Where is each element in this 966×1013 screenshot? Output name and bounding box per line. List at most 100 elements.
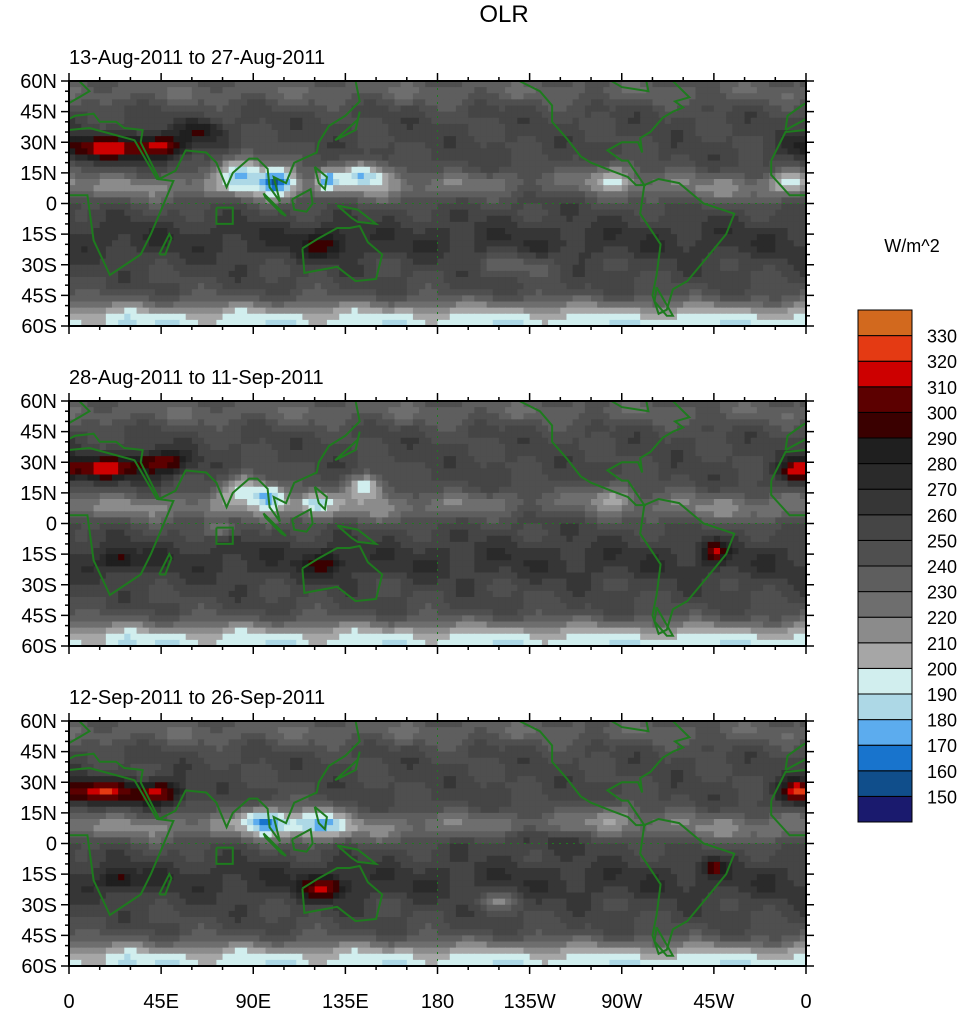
olr-cell [87, 258, 95, 266]
olr-cell [713, 93, 721, 100]
olr-cell [210, 313, 217, 321]
olr-cell [326, 277, 334, 284]
olr-cell [664, 228, 672, 235]
olr-cell [124, 87, 132, 94]
olr-cell [560, 228, 568, 235]
olr-cell [87, 179, 95, 186]
olr-cell [517, 93, 525, 100]
olr-cell [136, 215, 144, 223]
olr-cell [554, 81, 561, 88]
olr-cell [228, 81, 236, 88]
olr-cell [683, 289, 690, 296]
olr-cell [105, 401, 113, 408]
olr-cell [277, 136, 285, 143]
olr-cell [222, 228, 230, 235]
olr-cell [185, 142, 193, 149]
olr-cell [351, 172, 359, 180]
olr-cell [486, 228, 494, 235]
olr-cell [222, 319, 230, 326]
olr-cell [437, 179, 445, 186]
olr-cell [253, 197, 260, 205]
olr-cell [498, 197, 506, 205]
olr-cell [431, 295, 439, 303]
olr-cell [400, 111, 408, 119]
olr-cell [216, 179, 224, 186]
olr-cell [664, 313, 672, 321]
olr-cell [529, 258, 537, 266]
olr-cell [290, 191, 297, 198]
olr-cell [670, 307, 678, 315]
olr-cell [431, 197, 439, 205]
olr-cell [603, 81, 611, 88]
olr-cell [136, 401, 144, 408]
olr-cell [136, 221, 144, 229]
olr-cell [492, 215, 500, 223]
olr-cell [683, 258, 690, 266]
olr-cell [621, 264, 629, 272]
olr-cell [351, 209, 359, 217]
olr-cell [468, 197, 475, 205]
olr-cell [511, 307, 518, 315]
olr-cell [548, 197, 555, 205]
olr-cell [326, 270, 334, 278]
olr-cell [363, 142, 371, 149]
olr-cell [627, 81, 635, 88]
olr-cell [474, 401, 482, 408]
olr-cell [382, 142, 389, 149]
olr-cell [228, 277, 236, 284]
olr-cell [357, 221, 365, 229]
olr-cell [105, 283, 113, 290]
olr-cell [118, 270, 125, 278]
olr-cell [216, 215, 224, 223]
olr-cell [333, 148, 340, 156]
olr-cell [646, 123, 654, 131]
olr-cell [535, 228, 543, 235]
coastline [69, 126, 175, 277]
olr-cell [664, 130, 672, 137]
olr-cell [554, 264, 561, 272]
olr-cell [670, 197, 678, 205]
olr-cell [154, 295, 162, 303]
olr-cell [179, 142, 187, 149]
olr-cell [597, 191, 604, 198]
olr-cell [720, 191, 727, 198]
olr-cell [296, 277, 303, 284]
olr-cell [683, 283, 690, 290]
olr-cell [228, 228, 236, 235]
olr-cell [763, 215, 770, 223]
olr-cell [713, 234, 721, 241]
olr-cell [480, 228, 488, 235]
olr-cell [154, 154, 162, 162]
olr-cell [148, 246, 156, 254]
olr-cell [726, 401, 733, 408]
olr-cell [425, 87, 432, 94]
olr-cell [621, 221, 629, 229]
olr-cell [591, 319, 598, 326]
olr-cell [197, 252, 205, 260]
olr-cell [591, 179, 598, 186]
olr-cell [449, 136, 457, 143]
olr-cell [388, 166, 396, 174]
olr-cell [480, 93, 488, 100]
olr-cell [670, 117, 678, 125]
olr-cell [161, 130, 168, 137]
olr-cell [474, 148, 482, 156]
olr-cell [677, 319, 684, 326]
olr-cell [572, 172, 580, 180]
olr-cell [548, 81, 555, 88]
olr-cell [468, 221, 475, 229]
olr-cell [584, 283, 592, 290]
olr-cell [302, 130, 310, 137]
olr-cell [320, 154, 328, 162]
olr-cell [474, 111, 482, 119]
olr-cell [154, 185, 162, 192]
olr-cell [161, 160, 168, 168]
olr-cell [345, 264, 353, 272]
olr-cell [541, 283, 549, 290]
olr-cell [216, 407, 224, 414]
olr-cell [670, 105, 678, 113]
olr-cell [437, 191, 445, 198]
olr-cell [388, 313, 396, 321]
olr-cell [87, 270, 95, 278]
olr-cell [505, 203, 512, 211]
